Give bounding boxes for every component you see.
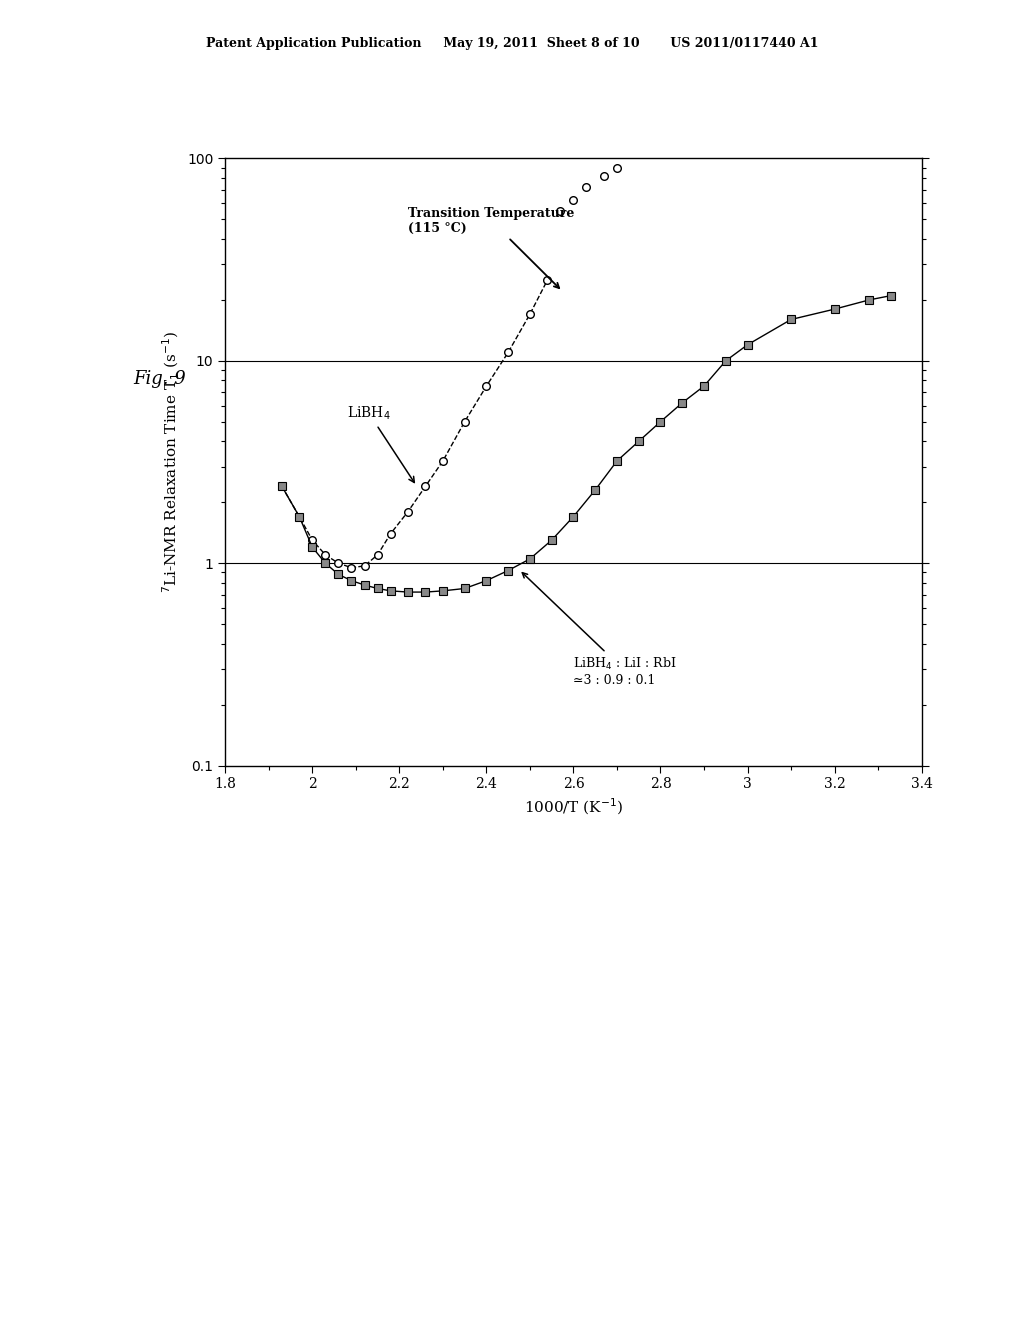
- X-axis label: 1000/T (K$^{-1}$): 1000/T (K$^{-1}$): [523, 797, 624, 817]
- Text: LiBH$_4$ : LiI : RbI
≃3 : 0.9 : 0.1: LiBH$_4$ : LiI : RbI ≃3 : 0.9 : 0.1: [522, 573, 677, 686]
- Text: Patent Application Publication     May 19, 2011  Sheet 8 of 10       US 2011/011: Patent Application Publication May 19, 2…: [206, 37, 818, 50]
- Text: Fig. 9: Fig. 9: [133, 370, 186, 388]
- Y-axis label: $^7$Li-NMR Relaxation Time T$_1$ (s$^{-1}$): $^7$Li-NMR Relaxation Time T$_1$ (s$^{-1…: [161, 331, 181, 593]
- Text: Transition Temperature
(115 °C): Transition Temperature (115 °C): [409, 207, 574, 288]
- Text: LiBH$_4$: LiBH$_4$: [347, 405, 415, 483]
